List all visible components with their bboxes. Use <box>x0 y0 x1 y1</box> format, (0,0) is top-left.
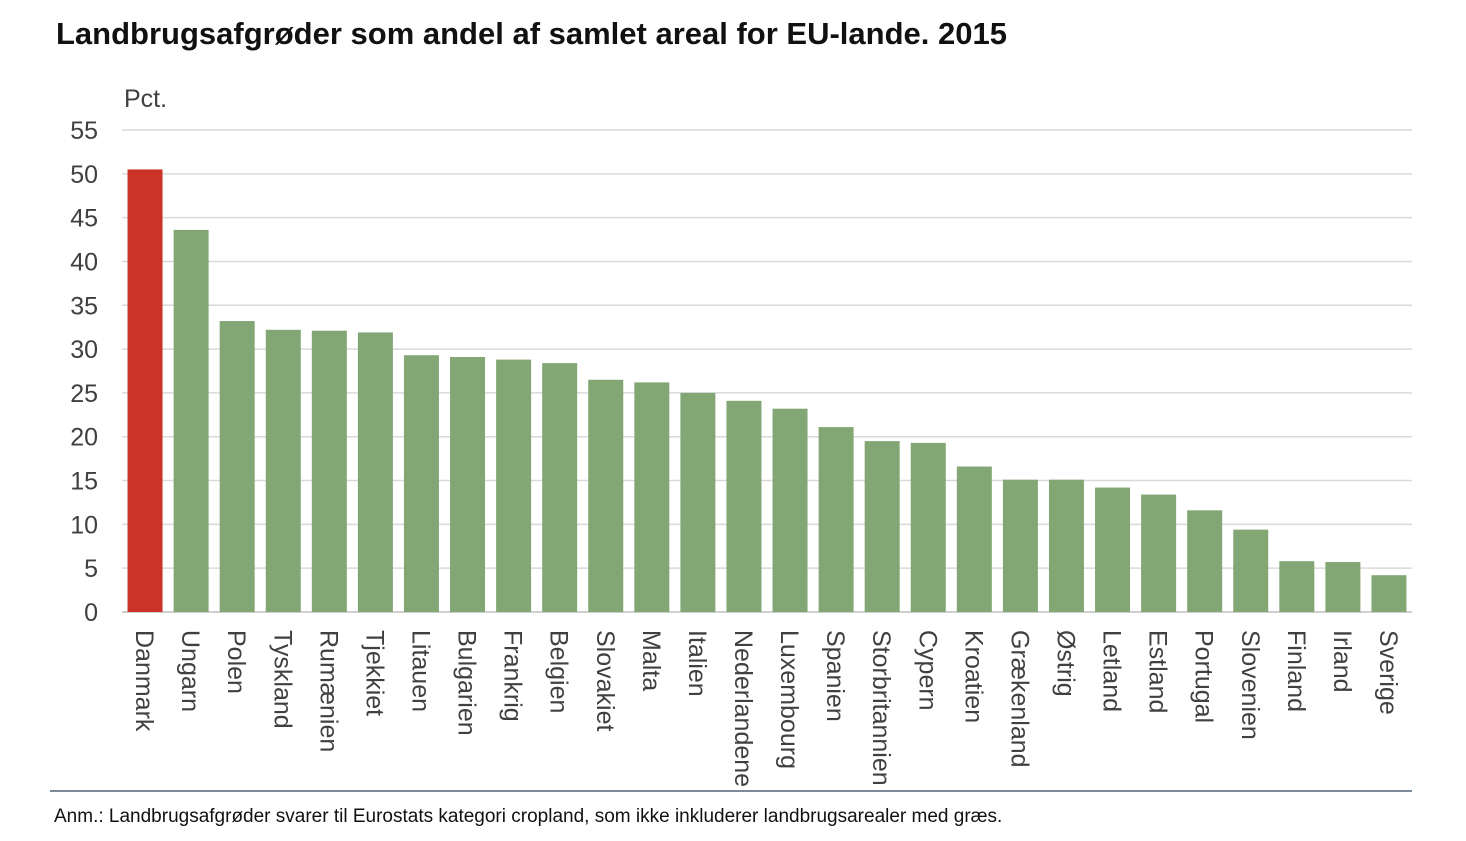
x-tick-label: Nederlandene <box>729 630 757 787</box>
y-tick-label: 50 <box>70 161 98 189</box>
bar-polen <box>219 321 255 612</box>
y-tick-label: 55 <box>70 117 98 145</box>
x-tick-label: Estland <box>1144 630 1172 713</box>
bar-finland <box>1279 561 1315 612</box>
bar-danmark <box>127 169 163 612</box>
bar-irland <box>1325 562 1361 612</box>
x-tick-label: Danmark <box>130 630 158 732</box>
bar-tjekkiet <box>357 332 393 612</box>
y-tick-label: 15 <box>70 468 98 496</box>
x-tick-label: Italien <box>683 630 711 697</box>
bar-tyskland <box>265 329 301 612</box>
bar-belgien <box>542 363 578 612</box>
x-tick-label: Luxembourg <box>775 630 803 769</box>
x-tick-label: Bulgarien <box>453 630 481 736</box>
bar-slovakiet <box>588 379 624 612</box>
x-tick-label: Østrig <box>1051 630 1079 697</box>
x-tick-label: Kroatien <box>959 630 987 723</box>
bar-grækenland <box>1002 479 1038 612</box>
y-tick-label: 40 <box>70 248 98 276</box>
y-tick-label: 10 <box>70 511 98 539</box>
bar-chart: 0 5 10 15 20 25 30 35 40 45 50 55 Pct. Danmark Ungar… <box>50 85 1412 792</box>
x-tick-label: Storbritannien <box>867 630 895 786</box>
bar-nederlandene <box>726 400 762 612</box>
y-tick-label: 30 <box>70 336 98 364</box>
y-tick-label: 0 <box>84 599 98 627</box>
bar-storbritannien <box>864 441 900 612</box>
x-tick-label: Tyskland <box>268 630 296 729</box>
x-tick-label: Slovenien <box>1236 630 1264 740</box>
x-tick-label: Letland <box>1098 630 1126 712</box>
bar-slovenien <box>1233 529 1269 612</box>
bars <box>127 169 1407 612</box>
y-tick-label: 25 <box>70 380 98 408</box>
x-tick-label: Sverige <box>1374 630 1402 715</box>
x-tick-label: Slovakiet <box>591 630 619 731</box>
x-tick-label: Cypern <box>913 630 941 711</box>
bar-letland <box>1095 487 1131 612</box>
x-axis-labels: Danmark Ungarn Polen Tyskland Rumænien Tjekki… <box>130 630 1402 787</box>
chart-title: Landbrugsafgrøder som andel af samlet ar… <box>56 16 1007 51</box>
bar-frankrig <box>496 359 532 612</box>
bar-rumænien <box>311 330 347 612</box>
x-tick-label: Ungarn <box>176 630 204 712</box>
y-axis-ticks: 0 5 10 15 20 25 30 35 40 45 50 55 <box>70 117 98 627</box>
bar-luxembourg <box>772 408 808 612</box>
y-axis-unit-label: Pct. <box>124 85 167 113</box>
bar-litauen <box>403 355 439 612</box>
x-tick-label: Portugal <box>1190 630 1218 723</box>
x-tick-label: Spanien <box>821 630 849 722</box>
x-tick-label: Irland <box>1328 630 1356 693</box>
x-tick-label: Litauen <box>406 630 434 712</box>
x-tick-label: Polen <box>222 630 250 694</box>
x-tick-label: Grækenland <box>1005 630 1033 768</box>
x-tick-label: Belgien <box>545 630 573 713</box>
x-tick-label: Frankrig <box>499 630 527 722</box>
bar-østrig <box>1048 479 1084 612</box>
bar-cypern <box>910 442 946 612</box>
x-tick-label: Rumænien <box>314 630 342 752</box>
bar-sverige <box>1371 575 1407 612</box>
bar-italien <box>680 392 716 612</box>
bar-malta <box>634 382 670 612</box>
bar-kroatien <box>956 466 992 612</box>
y-tick-label: 45 <box>70 205 98 233</box>
footnote: Anm.: Landbrugsafgrøder svarer til Euros… <box>54 806 1003 827</box>
bar-portugal <box>1187 510 1223 612</box>
y-tick-label: 20 <box>70 424 98 452</box>
x-tick-label: Tjekkiet <box>360 630 388 716</box>
x-tick-label: Finland <box>1282 630 1310 712</box>
bar-bulgarien <box>450 356 486 612</box>
bar-spanien <box>818 427 854 612</box>
x-tick-label: Malta <box>637 630 665 691</box>
y-tick-label: 5 <box>84 555 98 583</box>
bar-estland <box>1141 494 1177 612</box>
y-tick-label: 35 <box>70 292 98 320</box>
bar-ungarn <box>173 229 209 612</box>
